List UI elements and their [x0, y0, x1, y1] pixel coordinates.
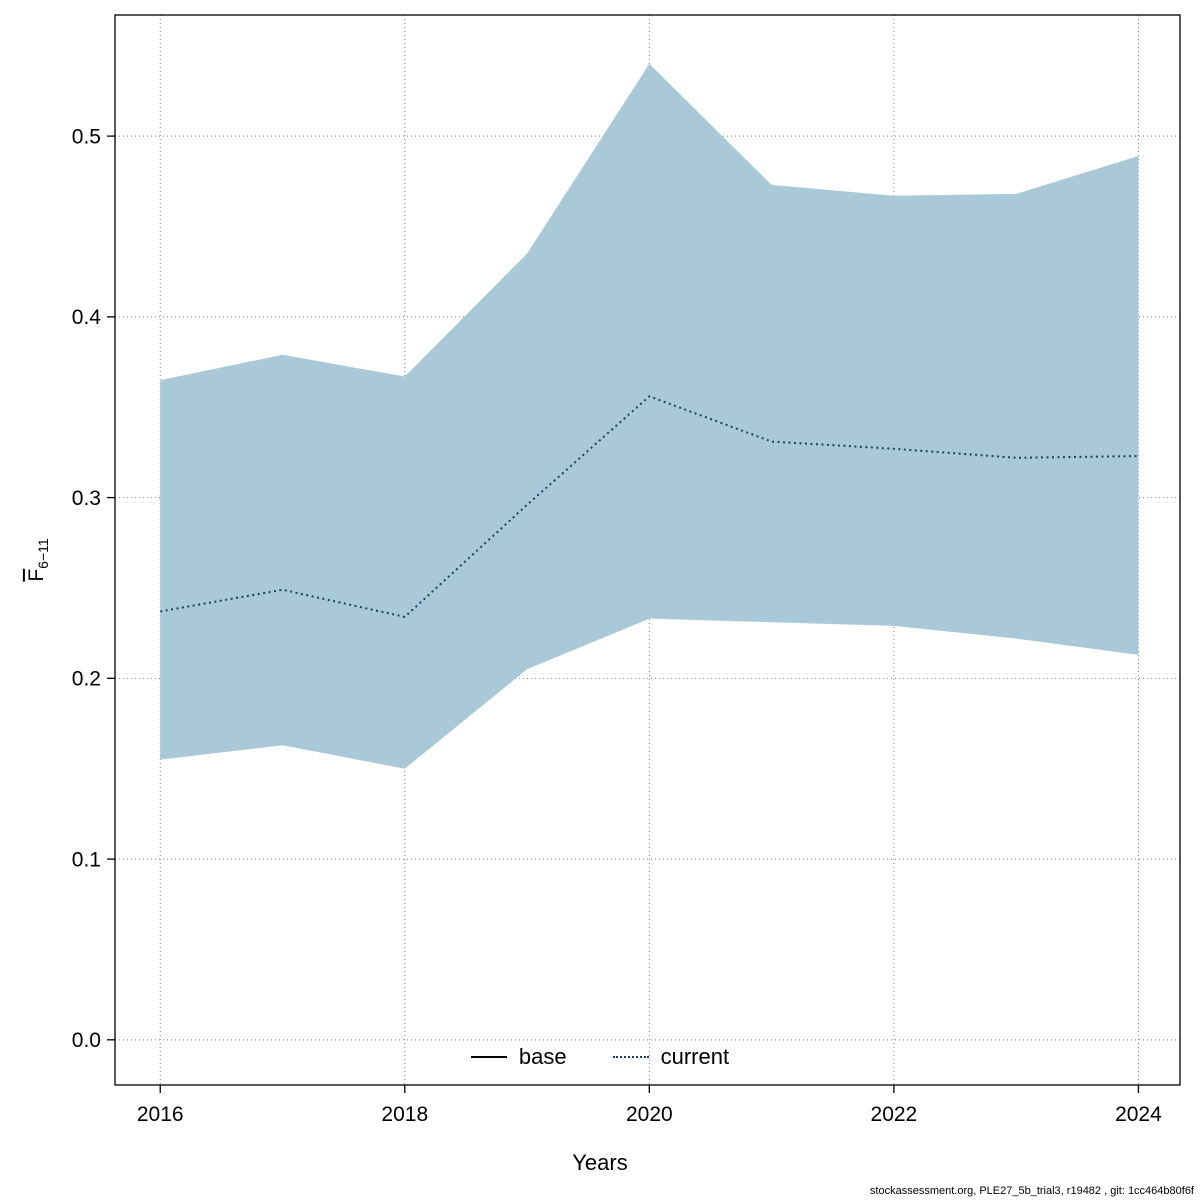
y-tick-label: 0.4 [72, 306, 102, 329]
y-axis-label-subscript: 6−11 [35, 538, 52, 569]
x-axis-label: Years [572, 1150, 628, 1175]
x-tick-label: 2016 [137, 1103, 184, 1126]
y-axis-label: F6−11 [25, 538, 51, 581]
y-axis-label-base: F [24, 568, 48, 582]
current-line [160, 395, 1139, 618]
x-tick-label: 2022 [871, 1103, 918, 1126]
x-tick-label: 2024 [1115, 1103, 1162, 1126]
confidence-band [160, 63, 1139, 769]
source-attribution: stockassessment.org, PLE27_5b_trial3, r1… [869, 1185, 1194, 1197]
x-tick-label: 2020 [626, 1103, 673, 1126]
y-tick-label: 0.1 [72, 848, 101, 871]
y-tick-label: 0.0 [72, 1029, 101, 1052]
y-tick-label: 0.3 [72, 487, 101, 510]
x-tick-label: 2018 [381, 1103, 428, 1126]
y-tick-label: 0.2 [72, 668, 101, 691]
plot-border [114, 14, 1181, 1086]
y-tick-label: 0.5 [72, 125, 101, 148]
